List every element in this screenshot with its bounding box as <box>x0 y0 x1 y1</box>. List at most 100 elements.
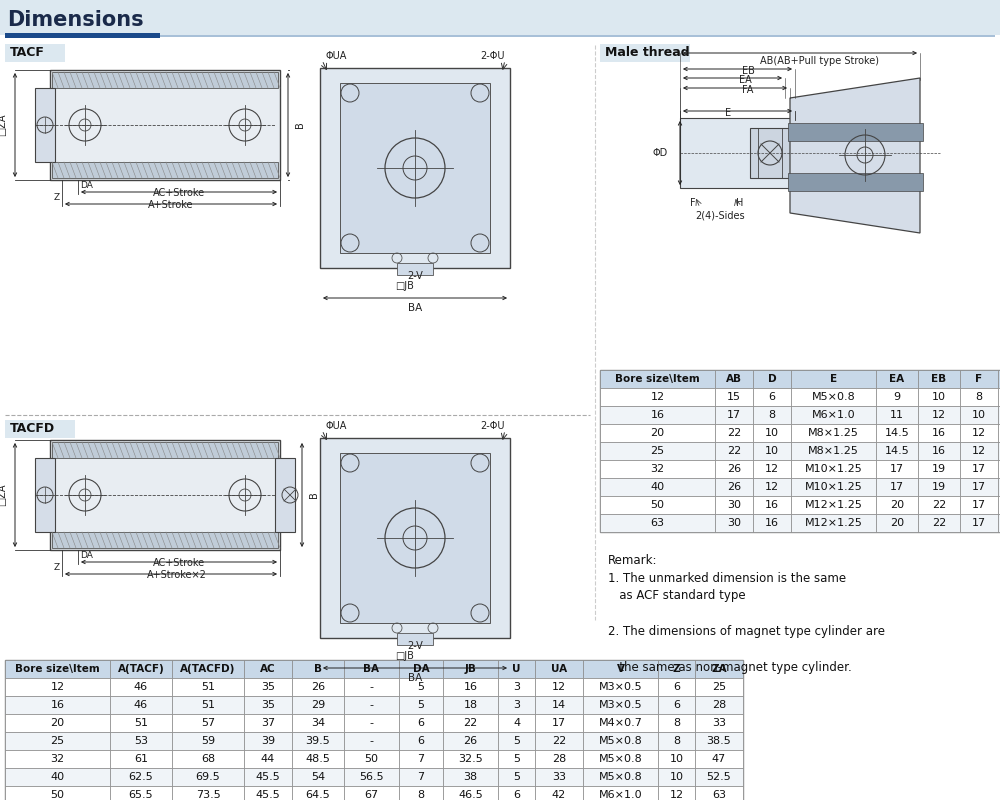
Bar <box>110 660 172 678</box>
Text: 33: 33 <box>712 718 726 728</box>
Text: 25: 25 <box>712 682 726 692</box>
Text: AC+Stroke: AC+Stroke <box>153 558 205 568</box>
Text: M8×1.25: M8×1.25 <box>808 428 859 438</box>
Bar <box>715 442 753 460</box>
Text: 40: 40 <box>650 482 665 492</box>
Bar <box>535 678 583 696</box>
Bar <box>5 660 110 678</box>
Text: 35: 35 <box>261 682 275 692</box>
Text: 5: 5 <box>418 682 424 692</box>
Text: BA: BA <box>408 303 422 313</box>
Text: M8×1.25: M8×1.25 <box>808 446 859 456</box>
Bar <box>397 633 433 645</box>
Text: 68: 68 <box>201 754 215 764</box>
Bar <box>172 678 244 696</box>
Bar <box>876 478 918 496</box>
Bar <box>443 732 498 750</box>
Text: 16: 16 <box>650 410 664 420</box>
Bar <box>344 750 399 768</box>
Text: 62.5: 62.5 <box>129 772 153 782</box>
Bar <box>320 438 510 638</box>
Text: 12: 12 <box>552 682 566 692</box>
Bar <box>753 478 791 496</box>
Bar <box>110 750 172 768</box>
Bar <box>292 732 344 750</box>
Text: 56.5: 56.5 <box>359 772 384 782</box>
Bar <box>791 442 876 460</box>
Text: 2-ΦU: 2-ΦU <box>480 421 505 431</box>
Bar <box>918 370 960 388</box>
Text: 25: 25 <box>650 446 665 456</box>
Text: 12: 12 <box>972 446 986 456</box>
Bar <box>443 786 498 800</box>
Text: 15: 15 <box>727 392 741 402</box>
Text: 8: 8 <box>975 392 983 402</box>
Text: 38: 38 <box>463 772 478 782</box>
Text: 69.5: 69.5 <box>196 772 220 782</box>
Bar <box>172 714 244 732</box>
Text: E: E <box>725 108 731 118</box>
Text: AB: AB <box>726 374 742 384</box>
Bar <box>535 732 583 750</box>
Text: 14: 14 <box>552 700 566 710</box>
Bar <box>960 424 998 442</box>
Text: 2(4)-Sides: 2(4)-Sides <box>695 211 745 221</box>
Bar <box>695 660 743 678</box>
Bar <box>788 123 923 141</box>
Text: 54: 54 <box>311 772 325 782</box>
Text: 22: 22 <box>932 518 946 528</box>
Polygon shape <box>790 78 920 233</box>
Text: 73.5: 73.5 <box>196 790 220 800</box>
Bar <box>918 460 960 478</box>
Text: M5×0.8: M5×0.8 <box>599 736 642 746</box>
Bar <box>344 678 399 696</box>
Bar <box>443 714 498 732</box>
Text: AB(AB+Pull type Stroke): AB(AB+Pull type Stroke) <box>761 56 880 66</box>
Bar <box>292 768 344 786</box>
Text: 20: 20 <box>50 718 65 728</box>
Text: ΦUA: ΦUA <box>325 51 346 61</box>
Text: 50: 50 <box>650 500 664 510</box>
Text: U: U <box>512 664 521 674</box>
Text: 61: 61 <box>134 754 148 764</box>
Bar <box>876 388 918 406</box>
Text: Z: Z <box>54 194 60 202</box>
Text: 2. The dimensions of magnet type cylinder are: 2. The dimensions of magnet type cylinde… <box>608 626 885 638</box>
Text: □JB: □JB <box>396 651 414 661</box>
Text: 45.5: 45.5 <box>256 772 280 782</box>
Bar <box>753 442 791 460</box>
Bar <box>876 406 918 424</box>
Bar <box>172 732 244 750</box>
Bar <box>695 786 743 800</box>
Bar <box>998 388 1000 406</box>
Bar <box>5 660 743 800</box>
Bar <box>443 750 498 768</box>
Bar <box>715 496 753 514</box>
Text: -: - <box>370 718 374 728</box>
Bar <box>753 424 791 442</box>
Text: 46: 46 <box>134 682 148 692</box>
Bar <box>172 696 244 714</box>
Bar <box>244 750 292 768</box>
Text: BA: BA <box>364 664 380 674</box>
Bar <box>600 478 715 496</box>
Bar <box>583 660 658 678</box>
Text: 22: 22 <box>727 428 741 438</box>
Bar <box>918 442 960 460</box>
Bar <box>998 424 1000 442</box>
Bar <box>876 370 918 388</box>
Text: 26: 26 <box>727 482 741 492</box>
Text: H: H <box>736 198 744 208</box>
Bar <box>791 388 876 406</box>
Bar <box>344 768 399 786</box>
Text: M6×1.0: M6×1.0 <box>599 790 642 800</box>
Text: DA: DA <box>80 182 93 190</box>
Text: 16: 16 <box>932 446 946 456</box>
Text: 20: 20 <box>650 428 665 438</box>
Text: M3×0.5: M3×0.5 <box>599 682 642 692</box>
Bar <box>600 442 715 460</box>
Bar <box>292 714 344 732</box>
Text: 14.5: 14.5 <box>885 446 909 456</box>
Bar <box>788 173 923 191</box>
Bar <box>52 442 278 458</box>
